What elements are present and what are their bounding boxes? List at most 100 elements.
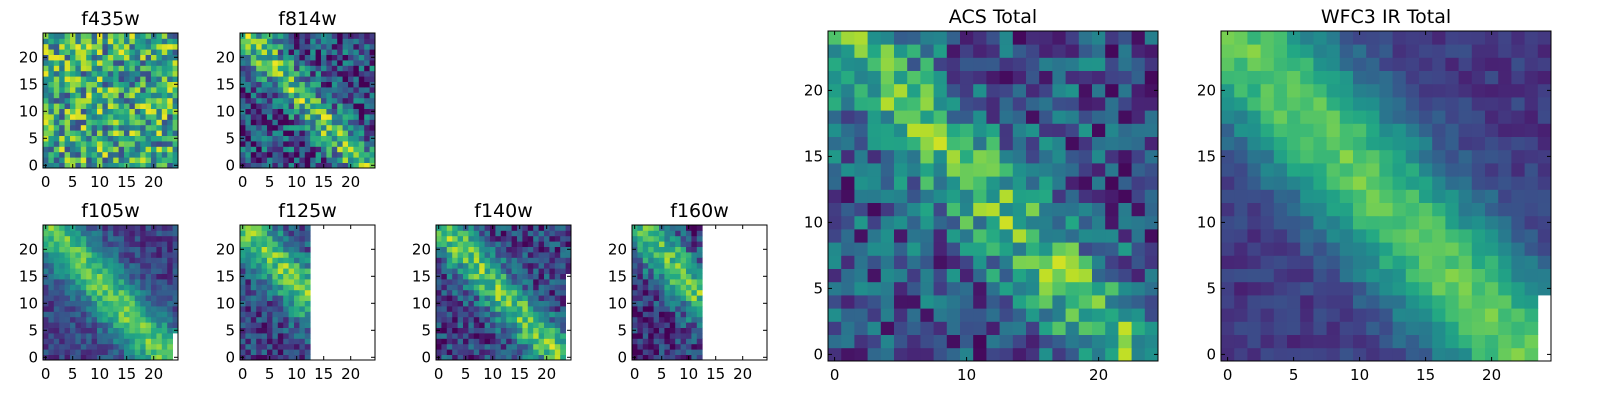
heatmap-cell: [1445, 176, 1459, 190]
heatmap-cell: [506, 246, 512, 253]
heatmap-cell: [86, 60, 92, 66]
heatmap-cell: [1012, 229, 1027, 243]
heatmap-cell: [506, 306, 512, 312]
heatmap-cell: [156, 262, 163, 269]
heatmap-cell: [1273, 334, 1288, 349]
heatmap-cell: [75, 114, 82, 120]
heatmap-cell: [642, 284, 649, 291]
heatmap-cell: [479, 273, 485, 280]
heatmap-cell: [240, 230, 246, 237]
heatmap-cell: [161, 162, 168, 169]
heatmap-cell: [353, 81, 360, 88]
heatmap-cell: [107, 306, 114, 312]
heatmap-cell: [500, 257, 507, 264]
heatmap-cell: [1537, 176, 1552, 190]
heatmap-cell: [113, 146, 119, 153]
heatmap-cell: [167, 338, 173, 345]
heatmap-cell: [538, 252, 545, 258]
heatmap-cell: [484, 316, 491, 323]
heatmap-cell: [134, 349, 141, 355]
heatmap-cell: [854, 215, 868, 230]
heatmap-cell: [1511, 44, 1525, 58]
heatmap-cell: [97, 49, 103, 55]
heatmap-cell: [80, 289, 87, 296]
heatmap-cell: [140, 279, 146, 285]
heatmap-cell: [490, 262, 496, 269]
heatmap-cell: [315, 135, 322, 142]
heatmap-cell: [1012, 321, 1027, 335]
heatmap-cell: [261, 252, 268, 258]
heatmap-cell: [637, 343, 644, 350]
heatmap-cell: [348, 92, 354, 99]
heatmap-cell: [495, 241, 502, 247]
heatmap-cell: [506, 295, 512, 301]
heatmap-cell: [637, 311, 644, 318]
heatmap-cell: [70, 87, 76, 93]
heatmap-cell: [43, 76, 49, 82]
heatmap-cell: [1445, 255, 1459, 269]
heatmap-cell: [867, 255, 882, 269]
heatmap-cell: [484, 338, 491, 345]
heatmap-cell: [457, 316, 464, 323]
heatmap-cell: [867, 281, 882, 296]
heatmap-cell: [686, 289, 692, 296]
heatmap-cell: [560, 333, 566, 339]
heatmap-cell: [522, 295, 529, 301]
heatmap-cell: [107, 262, 114, 269]
heatmap-cell: [97, 97, 103, 104]
heatmap-cell: [277, 252, 284, 258]
heatmap-cell: [337, 141, 343, 147]
heatmap-cell: [664, 311, 671, 318]
heatmap-cell: [463, 327, 469, 334]
heatmap-cell: [549, 230, 556, 237]
heatmap-cell: [91, 230, 98, 237]
heatmap-cell: [1498, 229, 1512, 243]
heatmap-cell: [1118, 255, 1132, 269]
heatmap-cell: [113, 87, 119, 93]
heatmap-cell: [1287, 31, 1301, 45]
heatmap-cell: [75, 279, 82, 285]
heatmap-cell: [490, 257, 496, 264]
panel-title: f105w: [81, 200, 140, 222]
heatmap-cell: [1078, 149, 1093, 164]
heatmap-cell: [1313, 149, 1327, 164]
heatmap-cell: [283, 311, 289, 318]
heatmap-cell: [894, 295, 908, 309]
heatmap-cell: [86, 92, 92, 99]
heatmap-cell: [294, 316, 300, 323]
heatmap-cell: [261, 311, 268, 318]
heatmap-cell: [1485, 334, 1499, 349]
heatmap-cell: [1039, 149, 1053, 164]
heatmap-cell: [436, 284, 442, 291]
heatmap-cell: [1511, 295, 1525, 309]
heatmap-cell: [446, 273, 453, 280]
heatmap-cell: [511, 338, 518, 345]
heatmap-cell: [70, 306, 76, 312]
heatmap-cell: [664, 289, 671, 296]
heatmap-cell: [167, 124, 173, 131]
heatmap-cell: [145, 76, 152, 82]
heatmap-cell: [107, 284, 114, 291]
heatmap-cell: [1485, 295, 1499, 309]
heatmap-cell: [91, 162, 98, 169]
heatmap-cell: [337, 49, 343, 55]
heatmap-cell: [107, 76, 114, 82]
heatmap-cell: [113, 70, 119, 77]
heatmap-cell: [145, 241, 152, 247]
heatmap-cell: [1105, 189, 1119, 203]
heatmap-cell: [527, 284, 534, 291]
heatmap-cell: [161, 300, 168, 307]
heatmap-cell: [145, 289, 152, 296]
heatmap-cell: [256, 87, 262, 93]
heatmap-cell: [696, 343, 703, 350]
heatmap-cell: [113, 60, 119, 66]
heatmap-cell: [1366, 255, 1380, 269]
heatmap-cell: [1339, 281, 1354, 296]
heatmap-cell: [240, 311, 246, 318]
heatmap-cell: [129, 279, 136, 285]
heatmap-cell: [304, 97, 311, 104]
heatmap-cell: [517, 273, 523, 280]
heatmap-cell: [250, 327, 257, 334]
heatmap-cell: [907, 189, 921, 203]
heatmap-cell: [161, 33, 168, 39]
